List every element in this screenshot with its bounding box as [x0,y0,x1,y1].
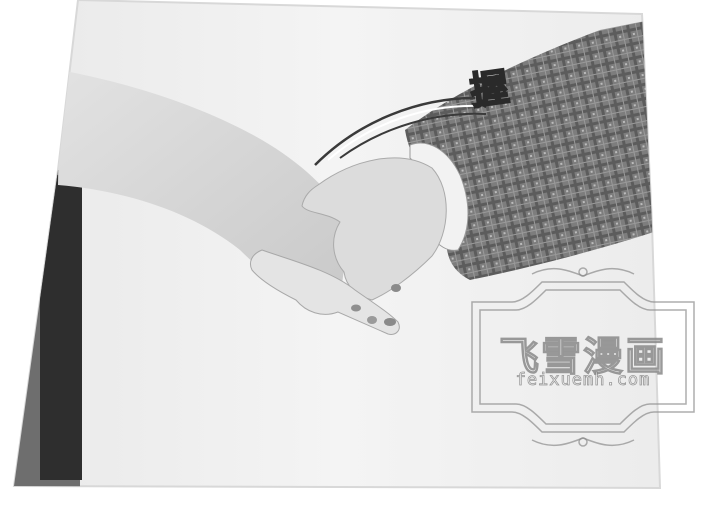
watermark: 飞雪漫画 feixuemh.com [452,262,714,452]
watermark-url: feixuemh.com [515,370,651,391]
sound-effect-text: 握 [467,64,513,115]
watermark-frame [471,267,695,447]
motion-line [314,96,476,166]
suit-sleeve [405,18,660,280]
hand-man [301,157,447,301]
watermark-title: 飞雪漫画 [498,333,667,380]
hand-woman [249,249,400,335]
forearm [58,70,350,300]
